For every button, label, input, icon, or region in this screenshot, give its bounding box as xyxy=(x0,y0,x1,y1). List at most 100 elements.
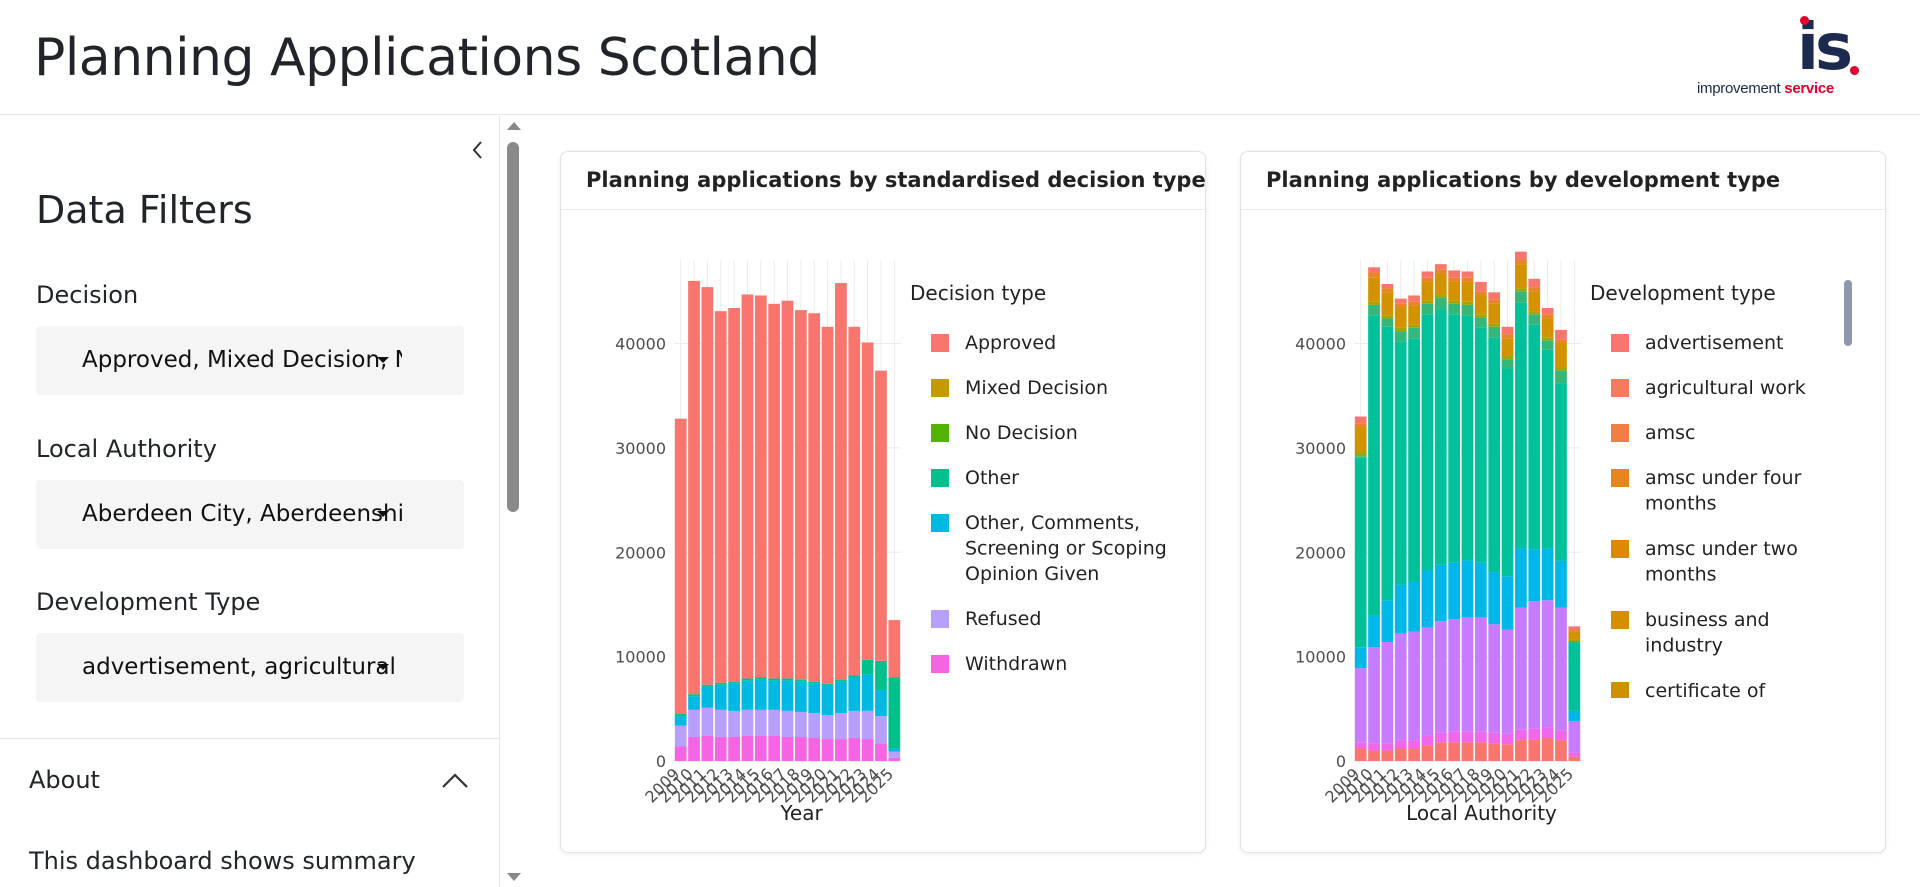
bar-segment[interactable] xyxy=(1368,277,1380,302)
bar-segment[interactable] xyxy=(1368,647,1380,744)
bar-segment[interactable] xyxy=(1474,742,1487,761)
legend-item[interactable]: advertisement xyxy=(1611,332,1783,354)
bar-segment[interactable] xyxy=(1541,349,1554,549)
bar-segment[interactable] xyxy=(848,675,861,678)
bar-segment[interactable] xyxy=(688,696,700,710)
bar-segment[interactable] xyxy=(1555,740,1567,761)
bar-segment[interactable] xyxy=(1434,564,1447,622)
bar-segment[interactable] xyxy=(1448,277,1461,282)
bar-segment[interactable] xyxy=(1381,292,1394,316)
bar-segment[interactable] xyxy=(875,716,887,744)
sidebar-scrollbar[interactable] xyxy=(502,116,524,887)
bar-segment[interactable] xyxy=(1421,281,1434,301)
bar-segment[interactable] xyxy=(701,707,714,736)
bar-segment[interactable] xyxy=(674,418,687,715)
bar-segment[interactable] xyxy=(1461,731,1474,743)
bar-segment[interactable] xyxy=(1568,630,1581,632)
bar-segment[interactable] xyxy=(1568,640,1581,644)
bar-segment[interactable] xyxy=(1408,301,1420,306)
development-type-filter-select[interactable]: advertisement, agricultural wo xyxy=(36,633,464,702)
bar-segment[interactable] xyxy=(1568,752,1581,757)
bar-segment[interactable] xyxy=(821,715,834,740)
development-type-chart[interactable]: 0100002000030000400002009201020112012201… xyxy=(1241,210,1886,853)
bar-segment[interactable] xyxy=(1368,750,1380,761)
bar-segment[interactable] xyxy=(1501,629,1514,734)
bar-segment[interactable] xyxy=(1354,451,1367,457)
bar-segment[interactable] xyxy=(1515,302,1527,549)
legend-item[interactable]: Other xyxy=(931,467,1019,489)
legend-item[interactable]: Refused xyxy=(931,608,1041,630)
bar-segment[interactable] xyxy=(821,326,834,684)
bar-segment[interactable] xyxy=(1421,745,1434,761)
bar-segment[interactable] xyxy=(835,679,847,682)
bar-segment[interactable] xyxy=(848,710,861,739)
bar-segment[interactable] xyxy=(1421,314,1434,570)
bar-segment[interactable] xyxy=(1434,732,1447,743)
legend-item[interactable]: Other, Comments, Screening or Scoping Opin… xyxy=(931,512,1167,585)
bar-segment[interactable] xyxy=(1488,292,1501,300)
bar-segment[interactable] xyxy=(714,682,727,685)
bar-segment[interactable] xyxy=(1568,721,1581,753)
bar-segment[interactable] xyxy=(794,681,807,712)
bar-segment[interactable] xyxy=(1354,647,1367,669)
bar-segment[interactable] xyxy=(808,738,821,761)
bar-segment[interactable] xyxy=(1381,284,1394,289)
bar-segment[interactable] xyxy=(794,711,807,737)
bar-segment[interactable] xyxy=(1515,729,1527,741)
bar-segment[interactable] xyxy=(701,684,714,687)
bar-segment[interactable] xyxy=(1434,273,1447,295)
bar-segment[interactable] xyxy=(821,683,834,686)
bar-segment[interactable] xyxy=(768,303,781,679)
bar-segment[interactable] xyxy=(1434,742,1447,761)
bar-segment[interactable] xyxy=(1394,740,1407,749)
bar-segment[interactable] xyxy=(1434,621,1447,733)
bar-segment[interactable] xyxy=(1448,303,1461,315)
bar-segment[interactable] xyxy=(875,690,887,717)
bar-segment[interactable] xyxy=(1381,642,1394,744)
bar-segment[interactable] xyxy=(728,681,740,684)
bar-segment[interactable] xyxy=(1568,756,1581,761)
bar-segment[interactable] xyxy=(1434,269,1447,274)
bar-segment[interactable] xyxy=(728,683,740,711)
bar-segment[interactable] xyxy=(1501,744,1514,761)
bar-segment[interactable] xyxy=(781,300,794,679)
bar-segment[interactable] xyxy=(1501,326,1514,335)
bar-segment[interactable] xyxy=(861,342,874,660)
bar-segment[interactable] xyxy=(808,683,821,713)
bar-segment[interactable] xyxy=(1541,548,1554,601)
bar-segment[interactable] xyxy=(1461,301,1474,305)
bar-segment[interactable] xyxy=(1541,308,1554,315)
bar-segment[interactable] xyxy=(1474,291,1487,296)
bar-segment[interactable] xyxy=(888,757,901,761)
bar-segment[interactable] xyxy=(1528,287,1541,292)
bar-segment[interactable] xyxy=(1421,271,1434,278)
bar-segment[interactable] xyxy=(1448,619,1461,732)
bar-segment[interactable] xyxy=(741,735,754,761)
bar-segment[interactable] xyxy=(1568,639,1581,641)
bar-segment[interactable] xyxy=(688,280,700,695)
bar-segment[interactable] xyxy=(1474,314,1487,318)
bar-segment[interactable] xyxy=(1474,281,1487,292)
bar-segment[interactable] xyxy=(835,681,847,713)
bar-segment[interactable] xyxy=(1408,305,1420,325)
scroll-up-icon[interactable] xyxy=(507,122,521,130)
bar-segment[interactable] xyxy=(1368,272,1380,278)
bar-segment[interactable] xyxy=(1461,315,1474,561)
bar-segment[interactable] xyxy=(1555,343,1567,368)
bar-segment[interactable] xyxy=(1421,627,1434,736)
legend-item[interactable]: certificate of lawful use xyxy=(1611,680,1767,728)
bar-segment[interactable] xyxy=(688,694,700,697)
bar-segment[interactable] xyxy=(1528,728,1541,740)
bar-segment[interactable] xyxy=(768,678,781,681)
bar-segment[interactable] xyxy=(848,326,861,676)
bar-segment[interactable] xyxy=(861,674,874,711)
bar-segment[interactable] xyxy=(754,295,767,678)
bar-segment[interactable] xyxy=(1368,615,1380,648)
bar-segment[interactable] xyxy=(794,310,807,680)
bar-segment[interactable] xyxy=(1528,278,1541,288)
bar-segment[interactable] xyxy=(1528,311,1541,315)
bar-segment[interactable] xyxy=(1448,281,1461,301)
bar-segment[interactable] xyxy=(1515,251,1527,260)
bar-segment[interactable] xyxy=(1461,742,1474,761)
bar-segment[interactable] xyxy=(1541,340,1554,350)
